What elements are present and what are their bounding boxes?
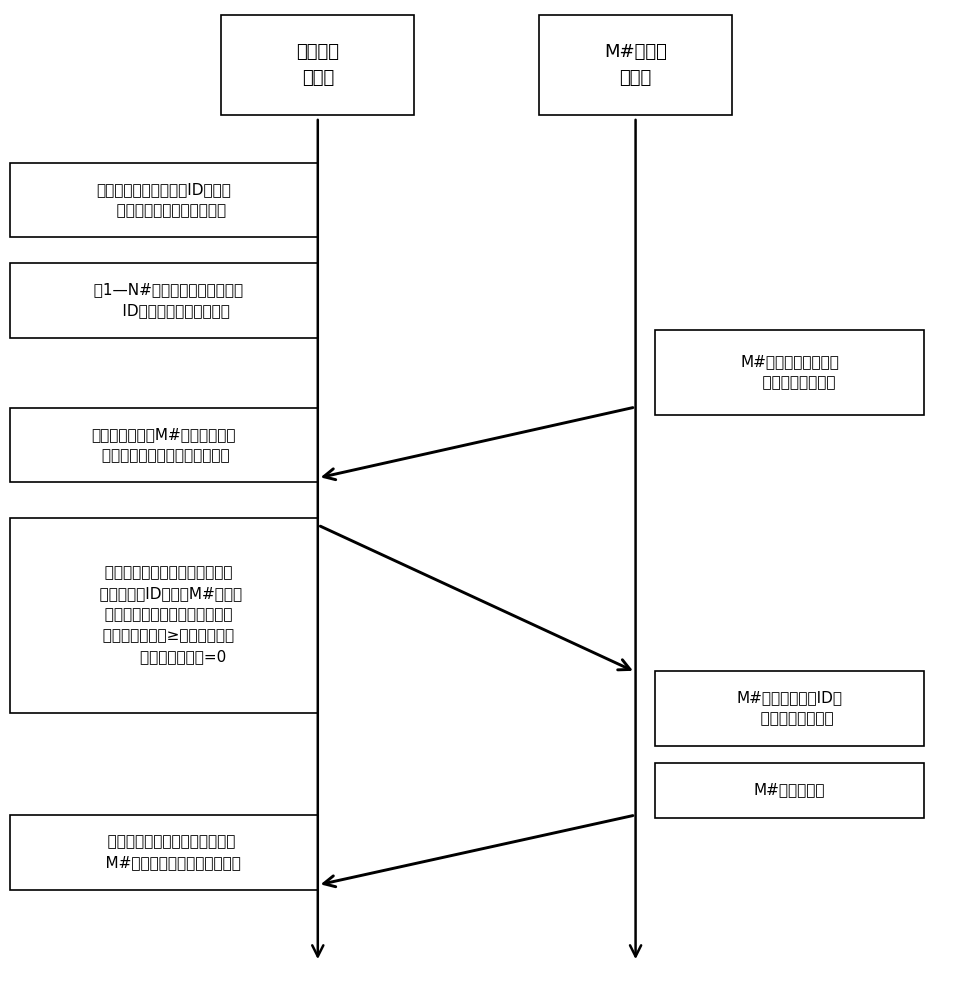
FancyBboxPatch shape [10, 814, 318, 890]
FancyBboxPatch shape [655, 670, 924, 746]
FancyBboxPatch shape [10, 408, 318, 482]
FancyBboxPatch shape [539, 15, 732, 115]
FancyBboxPatch shape [221, 15, 414, 115]
Text: M#枪按实际模块ID号
   控制模块进行充电: M#枪按实际模块ID号 控制模块进行充电 [737, 690, 843, 726]
FancyBboxPatch shape [10, 518, 318, 712]
Text: 资源分配
控制器: 资源分配 控制器 [297, 43, 339, 87]
Text: 资源控制器回收模块资源，即将
    M#用于充电的模块标记为空闲: 资源控制器回收模块资源，即将 M#用于充电的模块标记为空闲 [87, 834, 241, 870]
Text: 将充电机中所有的模块ID号、位
   置编号录入资源分配控制器: 将充电机中所有的模块ID号、位 置编号录入资源分配控制器 [96, 182, 231, 218]
Text: M#枪充电
控制器: M#枪充电 控制器 [604, 43, 667, 87]
FancyBboxPatch shape [10, 263, 318, 338]
Text: 资源控制器根据M#枪最大充电电
 流计算需要分配给它的模块数量: 资源控制器根据M#枪最大充电电 流计算需要分配给它的模块数量 [91, 427, 236, 463]
Text: M#枪充电结束: M#枪充电结束 [754, 782, 825, 798]
FancyBboxPatch shape [10, 162, 318, 237]
FancyBboxPatch shape [655, 330, 924, 414]
Text: 将1—N#枪允许用来充电的模块
     ID号录入资源分配控制器: 将1—N#枪允许用来充电的模块 ID号录入资源分配控制器 [84, 282, 244, 318]
FancyBboxPatch shape [655, 762, 924, 818]
Text: M#枪需要充电，用户
    录入最大充电电流: M#枪需要充电，用户 录入最大充电电流 [741, 354, 839, 390]
Text: 资源控制器在模块信息列表中将
   空闲的模块ID发送给M#枪控制
  器，并将该模块标记为占用，直
  到实际分配数量≥需要分配数量
        或剩余空: 资源控制器在模块信息列表中将 空闲的模块ID发送给M#枪控制 器，并将该模块标记… [85, 566, 243, 664]
